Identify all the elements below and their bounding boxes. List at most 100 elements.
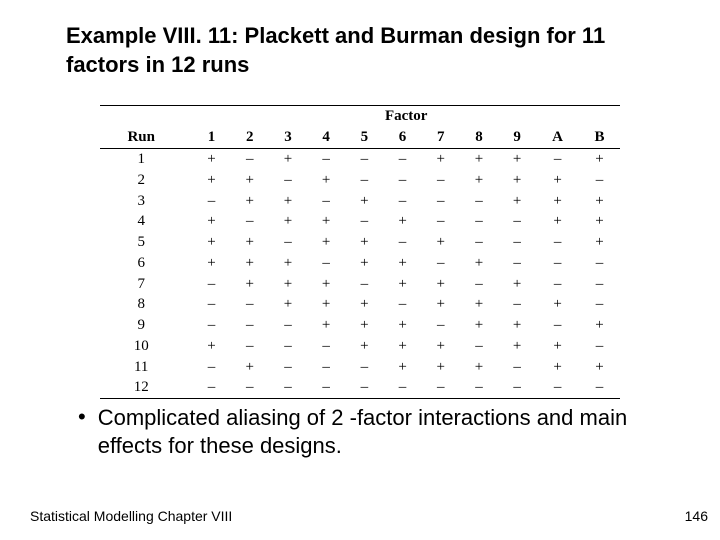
design-cell: + xyxy=(307,315,345,336)
bullet-marker: • xyxy=(66,404,86,430)
table-column-header-row: Run 123456789AB xyxy=(100,127,620,149)
design-cell: – xyxy=(383,232,421,253)
factor-column-header: 1 xyxy=(192,127,230,149)
factor-group-header: Factor xyxy=(192,106,620,128)
design-cell: – xyxy=(498,253,536,274)
table-row: 6+++–++–+––– xyxy=(100,253,620,274)
design-cell: + xyxy=(231,232,269,253)
design-cell: + xyxy=(307,211,345,232)
design-cell: + xyxy=(422,336,460,357)
design-cell: – xyxy=(192,357,230,378)
design-cell: – xyxy=(231,315,269,336)
design-cell: – xyxy=(536,232,579,253)
design-cell: + xyxy=(307,232,345,253)
page-number: 146 xyxy=(685,508,708,524)
design-cell: + xyxy=(231,274,269,295)
table-row: 4+–++–+–––++ xyxy=(100,211,620,232)
design-cell: + xyxy=(579,232,620,253)
design-cell: + xyxy=(498,191,536,212)
run-number-cell: 6 xyxy=(100,253,192,274)
design-cell: + xyxy=(269,191,307,212)
design-cell: + xyxy=(498,336,536,357)
design-cell: – xyxy=(536,377,579,398)
run-number-cell: 8 xyxy=(100,294,192,315)
design-cell: – xyxy=(345,377,383,398)
design-cell: + xyxy=(460,315,498,336)
factor-column-header: 4 xyxy=(307,127,345,149)
design-cell: – xyxy=(383,294,421,315)
design-cell: + xyxy=(536,357,579,378)
factor-column-header: 5 xyxy=(345,127,383,149)
run-number-cell: 1 xyxy=(100,149,192,170)
design-cell: – xyxy=(498,357,536,378)
design-cell: – xyxy=(498,377,536,398)
table-row: 1+–+–––+++–+ xyxy=(100,149,620,170)
design-cell: + xyxy=(307,170,345,191)
run-number-cell: 11 xyxy=(100,357,192,378)
design-cell: – xyxy=(307,253,345,274)
design-cell: + xyxy=(231,357,269,378)
design-cell: – xyxy=(422,315,460,336)
design-cell: – xyxy=(422,170,460,191)
run-number-cell: 10 xyxy=(100,336,192,357)
factor-column-header: 7 xyxy=(422,127,460,149)
run-number-cell: 12 xyxy=(100,377,192,398)
factor-column-header: 2 xyxy=(231,127,269,149)
design-cell: – xyxy=(231,211,269,232)
plackett-burman-table: Factor Run 123456789AB 1+–+–––+++–+2++–+… xyxy=(100,105,620,399)
design-cell: + xyxy=(345,336,383,357)
design-cell: – xyxy=(307,357,345,378)
design-cell: – xyxy=(460,211,498,232)
design-cell: – xyxy=(383,191,421,212)
design-cell: + xyxy=(579,191,620,212)
design-cell: – xyxy=(192,377,230,398)
design-cell: – xyxy=(498,211,536,232)
table-row: 2++–+–––+++– xyxy=(100,170,620,191)
bullet-item: • Complicated aliasing of 2 -factor inte… xyxy=(66,404,666,459)
design-cell: + xyxy=(383,336,421,357)
table-row: 8––+++–++–+– xyxy=(100,294,620,315)
design-cell: + xyxy=(192,232,230,253)
design-cell: + xyxy=(383,357,421,378)
design-cell: – xyxy=(269,232,307,253)
design-cell: + xyxy=(579,149,620,170)
table-row: 12––––––––––– xyxy=(100,377,620,398)
design-cell: – xyxy=(192,191,230,212)
design-cell: – xyxy=(345,357,383,378)
design-cell: + xyxy=(345,294,383,315)
design-cell: – xyxy=(579,336,620,357)
design-cell: – xyxy=(460,274,498,295)
design-cell: + xyxy=(345,191,383,212)
slide-title: Example VIII. 11: Plackett and Burman de… xyxy=(66,22,666,79)
design-cell: – xyxy=(422,191,460,212)
design-cell: + xyxy=(269,211,307,232)
factor-column-header: 6 xyxy=(383,127,421,149)
design-cell: + xyxy=(579,211,620,232)
design-cell: + xyxy=(192,170,230,191)
design-cell: – xyxy=(422,211,460,232)
design-cell: – xyxy=(383,149,421,170)
design-cell: + xyxy=(307,274,345,295)
design-table-container: Factor Run 123456789AB 1+–+–––+++–+2++–+… xyxy=(100,105,620,399)
design-cell: + xyxy=(422,232,460,253)
bullet-text: Complicated aliasing of 2 -factor intera… xyxy=(98,404,666,459)
table-row: 7–+++–++–+–– xyxy=(100,274,620,295)
design-cell: – xyxy=(460,191,498,212)
design-cell: + xyxy=(460,357,498,378)
design-cell: – xyxy=(579,274,620,295)
design-cell: – xyxy=(269,170,307,191)
design-cell: + xyxy=(307,294,345,315)
design-cell: + xyxy=(345,232,383,253)
design-cell: + xyxy=(345,253,383,274)
design-cell: + xyxy=(460,149,498,170)
design-cell: – xyxy=(460,377,498,398)
design-cell: + xyxy=(422,357,460,378)
design-cell: + xyxy=(536,211,579,232)
design-cell: + xyxy=(460,294,498,315)
factor-column-header: A xyxy=(536,127,579,149)
design-cell: + xyxy=(192,149,230,170)
design-cell: + xyxy=(231,253,269,274)
design-cell: – xyxy=(579,253,620,274)
design-cell: – xyxy=(269,336,307,357)
design-cell: – xyxy=(192,274,230,295)
